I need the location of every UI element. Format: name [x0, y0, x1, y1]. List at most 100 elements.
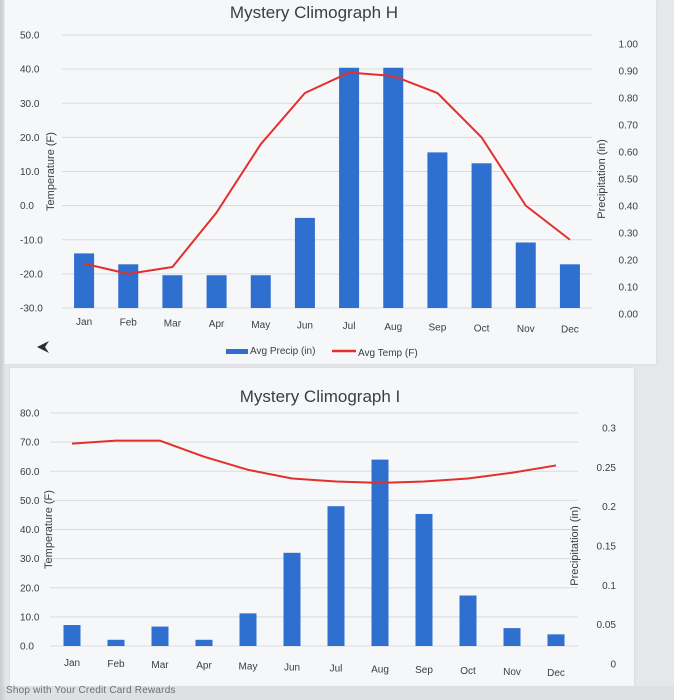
clim-i-left-tick-label: 50.0	[20, 496, 40, 507]
clim-h-left-tick-label: 0.0	[20, 201, 34, 212]
clim-h-right-tick-label: 0.60	[619, 148, 639, 159]
clim-h-category-label: Aug	[384, 322, 402, 333]
clim-i-right-tick-label: 0.3	[602, 424, 616, 435]
clim-h-precip-bar	[250, 275, 271, 308]
clim-h-legend-temp-label: Avg Temp (F)	[358, 348, 418, 359]
clim-i-left-axis-title: Temperature (F)	[43, 490, 55, 569]
clim-h-right-tick-label: 0.80	[619, 94, 639, 105]
clim-i-title: Mystery Climograph I	[240, 387, 401, 406]
clim-h-category-label: Feb	[120, 318, 138, 329]
clim-i-left-tick-label: 60.0	[20, 467, 40, 478]
clim-h-left-tick-label: 10.0	[20, 167, 40, 178]
clim-h-precip-bar	[339, 67, 360, 308]
page-footer-text: Shop with Your Credit Card Rewards	[6, 685, 176, 696]
clim-h-precip-bar	[162, 275, 183, 308]
clim-i-category-label: Dec	[547, 668, 565, 679]
clim-i-category-label: Jun	[284, 663, 300, 674]
clim-h-left-tick-label: 30.0	[20, 99, 40, 110]
clim-h-category-label: Dec	[561, 325, 579, 336]
clim-h-right-tick-label: 0.10	[619, 283, 639, 294]
clim-h-left-tick-label: 40.0	[20, 65, 40, 76]
clim-h-category-label: Jul	[343, 321, 356, 332]
photo-edge-shadow	[0, 0, 6, 700]
clim-h-precip-bar	[427, 152, 448, 308]
climograph-h-chart: Mystery Climograph H 50.0 40.0 30.0 20.0 10.0…	[20, 3, 639, 359]
clim-h-precip-bar	[383, 67, 404, 308]
clim-i-precip-bar	[415, 513, 433, 646]
clim-i-category-label: Aug	[371, 664, 389, 675]
mouse-cursor-icon	[37, 341, 49, 353]
climograph-h-panel: Mystery Climograph H 50.0 40.0 30.0 20.0 10.0…	[4, 0, 656, 364]
clim-i-left-tick-label: 70.0	[20, 438, 40, 449]
clim-h-category-label: Sep	[429, 323, 447, 334]
clim-i-precip-bar	[151, 626, 169, 646]
clim-i-right-tick-label: 0.15	[597, 542, 617, 553]
clim-h-right-tick-label: 0.00	[619, 310, 639, 321]
clim-h-category-label: Oct	[474, 323, 490, 334]
clim-i-precip-bar	[283, 552, 301, 646]
clim-h-left-tick-label: -10.0	[20, 235, 43, 246]
clim-h-left-tick-label: -30.0	[20, 304, 43, 315]
clim-h-category-label: May	[251, 320, 270, 331]
clim-h-left-tick-label: 50.0	[20, 31, 40, 42]
clim-i-precip-bar	[459, 595, 477, 646]
clim-i-right-axis-title: Precipitation (in)	[569, 506, 581, 585]
clim-h-legend-precip-swatch	[226, 349, 248, 354]
clim-h-left-tick-label: 20.0	[20, 133, 40, 144]
page-footer-strip	[0, 686, 674, 700]
clim-h-precip-bar	[118, 264, 139, 308]
clim-i-category-label: Apr	[196, 661, 212, 672]
clim-h-right-tick-label: 0.40	[619, 202, 639, 213]
clim-h-precip-bar	[559, 264, 580, 308]
clim-h-precip-bar	[471, 163, 492, 308]
clim-h-category-label: Apr	[209, 319, 225, 330]
clim-i-category-label: Jul	[330, 663, 343, 674]
clim-h-temp-line	[83, 71, 571, 275]
clim-h-right-tick-label: 0.20	[619, 256, 639, 267]
clim-i-left-tick-label: 0.0	[20, 642, 34, 653]
clim-i-left-tick-label: 20.0	[20, 583, 40, 594]
clim-i-category-label: Mar	[151, 660, 169, 671]
clim-i-right-tick-label: 0	[610, 660, 616, 671]
clim-i-temp-line	[71, 439, 557, 484]
clim-i-left-tick-label: 30.0	[20, 554, 40, 565]
clim-h-precip-bar	[74, 253, 95, 308]
clim-i-category-label: Feb	[107, 659, 125, 670]
clim-h-right-tick-label: 0.50	[619, 175, 639, 186]
clim-i-category-label: Oct	[460, 666, 476, 677]
clim-i-left-tick-label: 40.0	[20, 525, 40, 536]
clim-h-right-tick-label: 0.90	[619, 67, 639, 78]
clim-i-precip-bar	[371, 459, 389, 646]
clim-i-left-tick-label: 80.0	[20, 409, 40, 420]
clim-h-title: Mystery Climograph H	[230, 3, 398, 22]
clim-i-category-label: May	[239, 662, 258, 673]
clim-i-precip-bar	[547, 634, 565, 646]
clim-i-right-tick-label: 0.05	[597, 620, 617, 631]
clim-i-precip-bar	[63, 625, 81, 646]
clim-h-precip-bar	[515, 242, 536, 308]
clim-h-left-tick-label: -20.0	[20, 269, 43, 280]
clim-h-right-axis-title: Precipitation (in)	[596, 139, 608, 218]
clim-h-category-label: Nov	[517, 324, 535, 335]
clim-i-precip-bar	[503, 628, 521, 646]
clim-h-precip-bar	[294, 217, 315, 308]
clim-h-precip-bar	[206, 275, 227, 308]
clim-h-left-axis-title: Temperature (F)	[45, 132, 57, 211]
clim-h-legend-precip-label: Avg Precip (in)	[250, 346, 315, 357]
clim-i-precip-bar	[327, 506, 345, 646]
clim-i-right-tick-label: 0.1	[602, 581, 616, 592]
clim-h-category-label: Jun	[297, 321, 313, 332]
clim-i-precip-bar	[107, 639, 125, 646]
climograph-i-panel: Mystery Climograph I 80.0 70.0 60.0 50.0 40.0…	[10, 368, 634, 699]
clim-i-category-label: Nov	[503, 667, 521, 678]
clim-h-right-tick-label: 1.00	[619, 40, 639, 51]
clim-h-right-tick-label: 0.70	[619, 121, 639, 132]
clim-i-precip-bar	[239, 613, 257, 646]
clim-h-category-label: Jan	[76, 317, 92, 328]
clim-h-category-label: Mar	[164, 318, 182, 329]
clim-i-right-tick-label: 0.2	[602, 502, 616, 513]
clim-h-right-tick-label: 0.30	[619, 229, 639, 240]
climograph-i-chart: Mystery Climograph I 80.0 70.0 60.0 50.0 40.0…	[20, 387, 617, 699]
clim-i-precip-bar	[195, 639, 213, 646]
